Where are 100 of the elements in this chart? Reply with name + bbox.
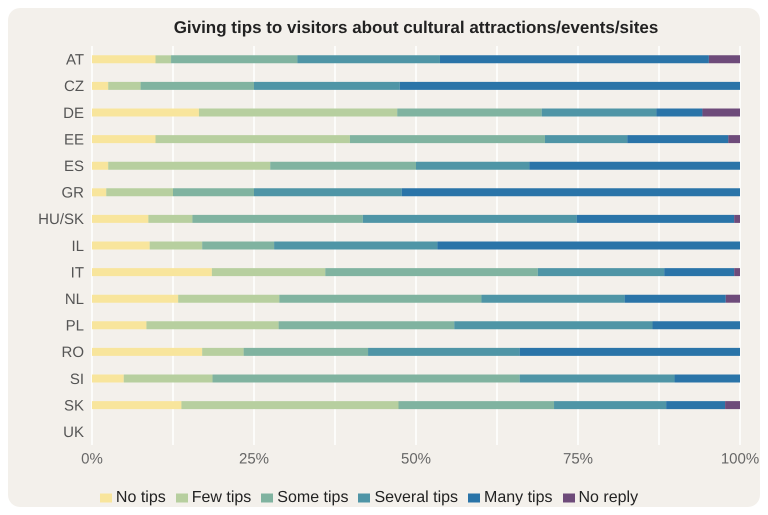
y-tick-label: UK	[63, 424, 84, 442]
bar	[171, 55, 298, 64]
x-tick-label: 25%	[238, 450, 270, 468]
bar	[279, 294, 482, 303]
y-tick-label: HU/SK	[38, 211, 84, 228]
bar	[520, 374, 675, 383]
bar	[148, 214, 192, 223]
bar	[92, 162, 108, 170]
bar	[106, 188, 173, 196]
y-tick-label: SI	[70, 370, 84, 388]
bar	[542, 108, 656, 117]
legend-label: Some tips	[277, 489, 348, 506]
y-tick-label: IL	[71, 238, 84, 255]
y-tick-label: CZ	[64, 78, 84, 96]
legend-label: No tips	[116, 489, 166, 506]
bar	[652, 321, 740, 330]
bar	[140, 82, 254, 90]
legend-label: No reply	[578, 489, 638, 506]
bar	[92, 188, 106, 196]
bar	[728, 135, 740, 144]
bar	[92, 294, 178, 303]
y-tick-label: GR	[62, 184, 84, 202]
bar	[173, 188, 254, 196]
x-tick-label: 75%	[562, 450, 594, 468]
bar	[529, 162, 740, 170]
bar	[202, 242, 274, 250]
y-tick-label: IT	[70, 264, 84, 282]
bar	[454, 321, 653, 330]
bar	[92, 82, 108, 90]
bar	[538, 268, 664, 276]
bar	[198, 108, 398, 117]
bar	[254, 82, 400, 90]
bar	[212, 268, 326, 276]
bar	[108, 162, 270, 170]
legend-label: Few tips	[192, 489, 252, 506]
x-tick-label: 100%	[720, 450, 760, 468]
bar	[481, 294, 625, 303]
bar	[156, 135, 350, 144]
y-tick-label: SK	[64, 397, 84, 414]
bar	[576, 214, 734, 223]
bar	[398, 401, 554, 410]
bar	[92, 108, 199, 117]
y-tick-label: RO	[62, 344, 84, 362]
bar	[124, 374, 213, 383]
bar	[440, 55, 709, 64]
bar	[244, 348, 368, 356]
bar	[146, 321, 279, 330]
bar	[368, 348, 520, 356]
bar	[627, 135, 728, 144]
bar	[92, 374, 124, 383]
bar	[92, 242, 150, 250]
chart-title: Giving tips to visitors about cultural attractions/events/sites	[172, 18, 660, 38]
bar	[270, 162, 416, 170]
bar	[544, 135, 628, 144]
x-tick-label: 50%	[400, 450, 432, 468]
y-tick-label: NL	[64, 291, 84, 308]
bar	[674, 374, 740, 383]
bar	[656, 108, 702, 117]
y-tick-label: ES	[64, 158, 84, 176]
bar	[708, 55, 740, 64]
bar	[664, 268, 734, 276]
bar	[624, 294, 726, 303]
bar	[278, 321, 454, 330]
y-tick-label: DE	[63, 104, 84, 122]
bar	[92, 321, 146, 330]
bar	[178, 294, 280, 303]
bar	[202, 348, 244, 356]
bar	[92, 135, 156, 144]
bar	[416, 162, 530, 170]
bar	[362, 214, 577, 223]
bar	[725, 401, 740, 410]
legend-label: Many tips	[484, 489, 552, 506]
bar	[254, 188, 402, 196]
y-tick-label: PL	[66, 318, 84, 335]
bar	[150, 242, 202, 250]
bar	[108, 82, 141, 90]
bar	[92, 268, 212, 276]
bar	[666, 401, 726, 410]
bar	[400, 82, 740, 90]
bar	[437, 242, 740, 250]
x-tick-label: 0%	[81, 450, 103, 468]
bar	[325, 268, 538, 276]
bar	[92, 348, 202, 356]
bar	[554, 401, 666, 410]
bar	[520, 348, 740, 356]
bar	[350, 135, 545, 144]
bar	[92, 55, 156, 64]
bar	[212, 374, 520, 383]
bar	[734, 214, 740, 223]
bar	[297, 55, 440, 64]
y-tick-label: EE	[64, 131, 84, 148]
bar	[92, 214, 148, 223]
bar	[192, 214, 363, 223]
legend-label: Several tips	[374, 489, 458, 506]
bar	[397, 108, 542, 117]
bar	[92, 401, 182, 410]
y-tick-label: AT	[66, 52, 84, 69]
bar	[274, 242, 438, 250]
bar	[156, 55, 172, 64]
bar	[402, 188, 740, 196]
